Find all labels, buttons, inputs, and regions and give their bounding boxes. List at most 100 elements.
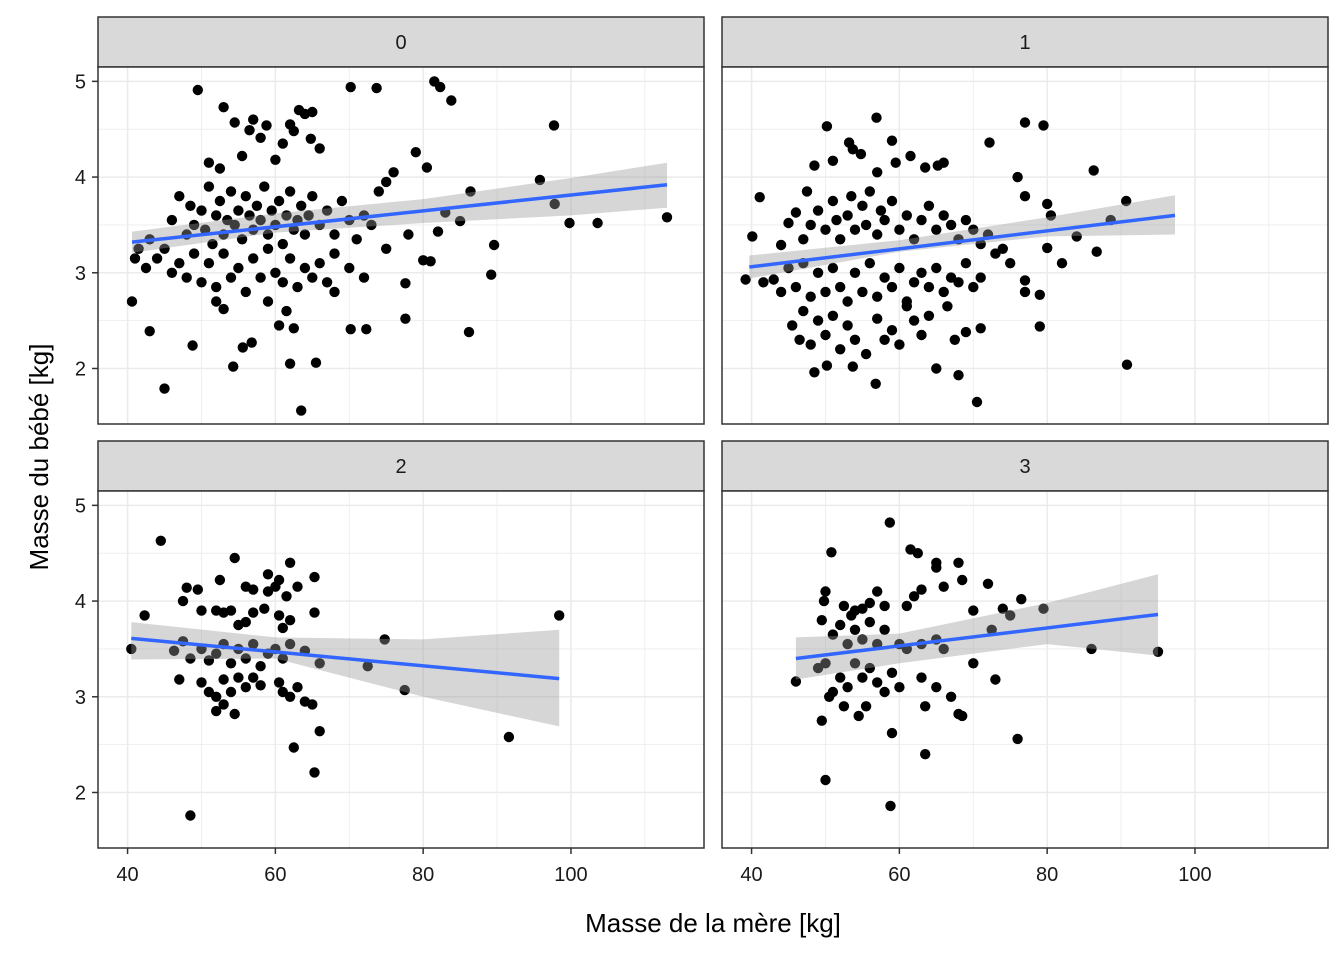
data-point	[894, 682, 905, 693]
data-point	[886, 727, 898, 739]
data-point	[942, 301, 953, 312]
data-point	[920, 162, 931, 173]
data-point	[879, 272, 890, 283]
data-point	[890, 157, 901, 168]
data-point	[886, 281, 898, 293]
x-axis-title: Masse de la mère [kg]	[585, 908, 841, 938]
data-point	[747, 231, 758, 242]
data-point	[975, 323, 986, 334]
data-point	[864, 186, 875, 197]
data-point	[329, 286, 340, 298]
data-point	[847, 361, 858, 372]
data-point	[818, 595, 830, 607]
data-point	[931, 682, 942, 693]
data-point	[281, 210, 292, 221]
data-point	[809, 160, 820, 171]
data-point	[801, 186, 813, 197]
data-point	[990, 248, 1001, 259]
data-point	[246, 337, 257, 348]
data-point	[855, 148, 867, 160]
data-point	[968, 224, 979, 235]
data-point	[905, 150, 916, 162]
data-point	[266, 205, 277, 216]
y-tick-label: 3	[75, 263, 86, 285]
data-point	[218, 699, 229, 710]
data-point	[1071, 231, 1082, 242]
data-point	[842, 638, 853, 650]
data-point	[358, 272, 370, 283]
data-point	[144, 326, 155, 337]
data-point	[787, 320, 798, 331]
data-point	[188, 219, 200, 231]
data-point	[373, 186, 384, 197]
data-point	[196, 205, 207, 216]
data-point	[403, 229, 414, 240]
data-point	[908, 315, 920, 326]
data-point	[345, 81, 356, 93]
data-point	[214, 574, 226, 586]
data-point	[410, 147, 421, 158]
data-point	[305, 133, 316, 144]
data-point	[849, 334, 861, 345]
data-point	[244, 125, 255, 136]
data-point	[1056, 258, 1068, 269]
data-point	[233, 672, 244, 683]
facet-strip	[721, 16, 1329, 68]
data-point	[259, 181, 270, 192]
data-point	[984, 137, 995, 148]
data-point	[366, 219, 377, 231]
data-point	[273, 610, 285, 621]
data-point	[975, 238, 986, 250]
data-point	[1019, 286, 1031, 298]
data-point	[901, 600, 912, 612]
data-point	[847, 144, 858, 155]
data-point	[309, 767, 320, 778]
data-point	[857, 286, 868, 298]
panel-background	[98, 67, 704, 424]
data-point	[894, 262, 905, 274]
data-point	[299, 229, 311, 240]
data-point	[292, 682, 303, 693]
data-point	[886, 325, 898, 336]
data-point	[166, 267, 178, 278]
data-point	[1152, 646, 1164, 657]
data-point	[879, 600, 890, 612]
data-point	[174, 191, 185, 202]
data-point	[827, 155, 839, 166]
data-point	[1034, 289, 1046, 300]
data-point	[894, 339, 905, 350]
y-tick-label: 5	[75, 71, 86, 93]
data-point	[1012, 733, 1023, 745]
data-point	[381, 243, 392, 254]
data-point	[229, 117, 240, 128]
data-point	[211, 210, 222, 221]
data-point	[463, 326, 475, 338]
data-point	[812, 662, 824, 674]
data-point	[838, 701, 850, 712]
data-point	[809, 367, 820, 378]
data-point	[798, 305, 809, 317]
data-point	[857, 634, 868, 645]
data-point	[140, 262, 152, 274]
data-point	[916, 267, 927, 278]
data-point	[775, 239, 787, 251]
data-point	[953, 370, 964, 381]
data-point	[344, 262, 355, 274]
data-point	[1019, 191, 1031, 202]
data-point	[240, 653, 251, 664]
data-point	[218, 248, 229, 259]
data-point	[812, 205, 824, 216]
data-point	[790, 676, 802, 687]
data-point	[835, 344, 846, 355]
data-point	[886, 667, 898, 678]
confidence-ribbon	[795, 574, 1158, 680]
data-point	[486, 269, 497, 280]
data-point	[885, 800, 896, 812]
data-point	[307, 699, 318, 710]
data-point	[288, 323, 299, 334]
data-point	[879, 334, 890, 345]
data-point	[864, 662, 875, 674]
data-point	[255, 132, 266, 143]
data-point	[336, 195, 348, 207]
